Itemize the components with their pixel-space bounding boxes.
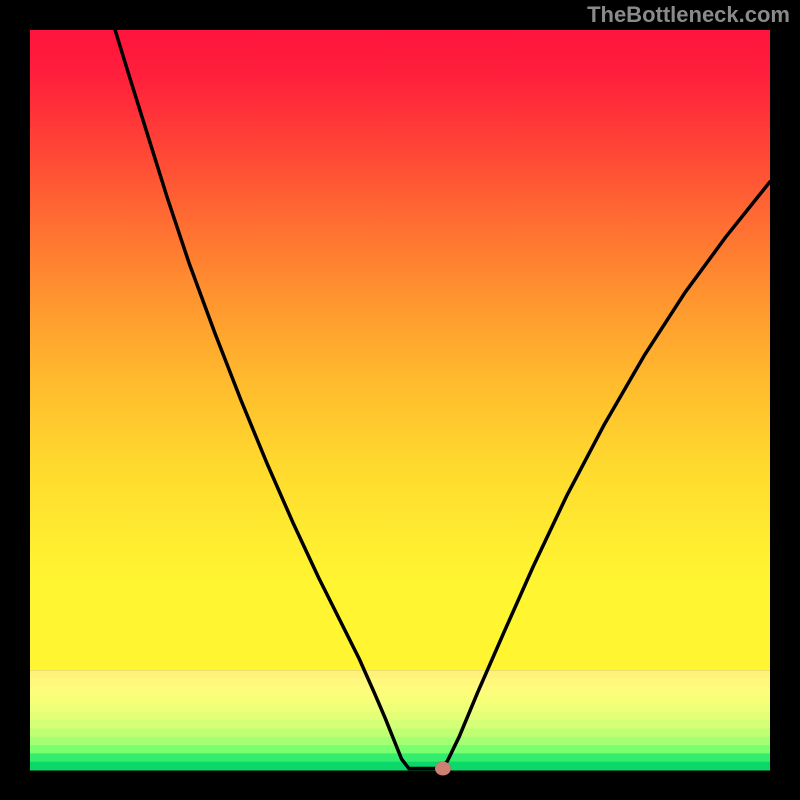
chart-container: TheBottleneck.com — [0, 0, 800, 800]
optimal-point-marker — [435, 762, 451, 776]
bottleneck-chart — [0, 0, 800, 800]
watermark-text: TheBottleneck.com — [587, 2, 790, 28]
